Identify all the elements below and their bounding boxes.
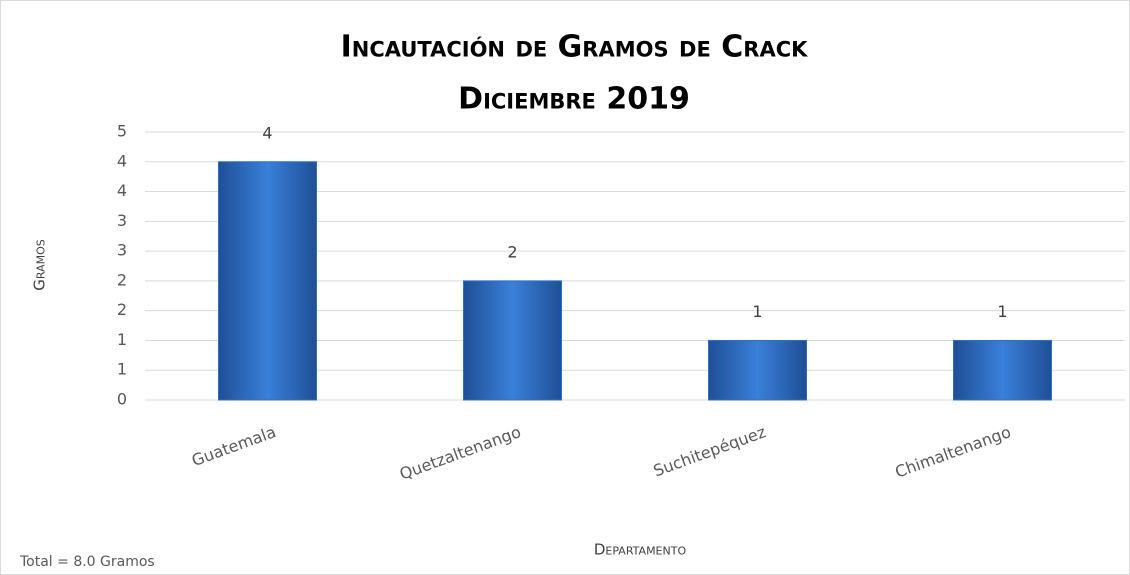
y-tick-label: 5 (117, 122, 127, 141)
chart-title: Incautación de Gramos de Crack (341, 30, 809, 65)
y-tick-label: 3 (117, 211, 127, 230)
y-tick-label: 1 (117, 330, 127, 349)
y-tick-label: 2 (117, 300, 127, 319)
data-label: 1 (997, 302, 1007, 321)
x-axis-title: Departamento (594, 541, 687, 559)
y-tick-label: 2 (117, 270, 127, 289)
data-label: 2 (507, 242, 517, 261)
y-axis-title: Gramos (31, 239, 49, 290)
data-label: 4 (262, 123, 272, 142)
y-tick-label: 4 (117, 181, 127, 200)
bar (953, 339, 1052, 401)
y-tick-label: 3 (117, 241, 127, 260)
y-tick-label: 0 (117, 390, 127, 409)
y-tick-label: 1 (117, 360, 127, 379)
bar (218, 161, 317, 401)
bar (463, 280, 562, 401)
y-tick-label: 4 (117, 151, 127, 170)
data-label: 1 (752, 302, 762, 321)
chart-subtitle: Diciembre 2019 (458, 82, 690, 117)
bar (708, 339, 807, 401)
footnote: Total = 8.0 Gramos (19, 554, 155, 570)
